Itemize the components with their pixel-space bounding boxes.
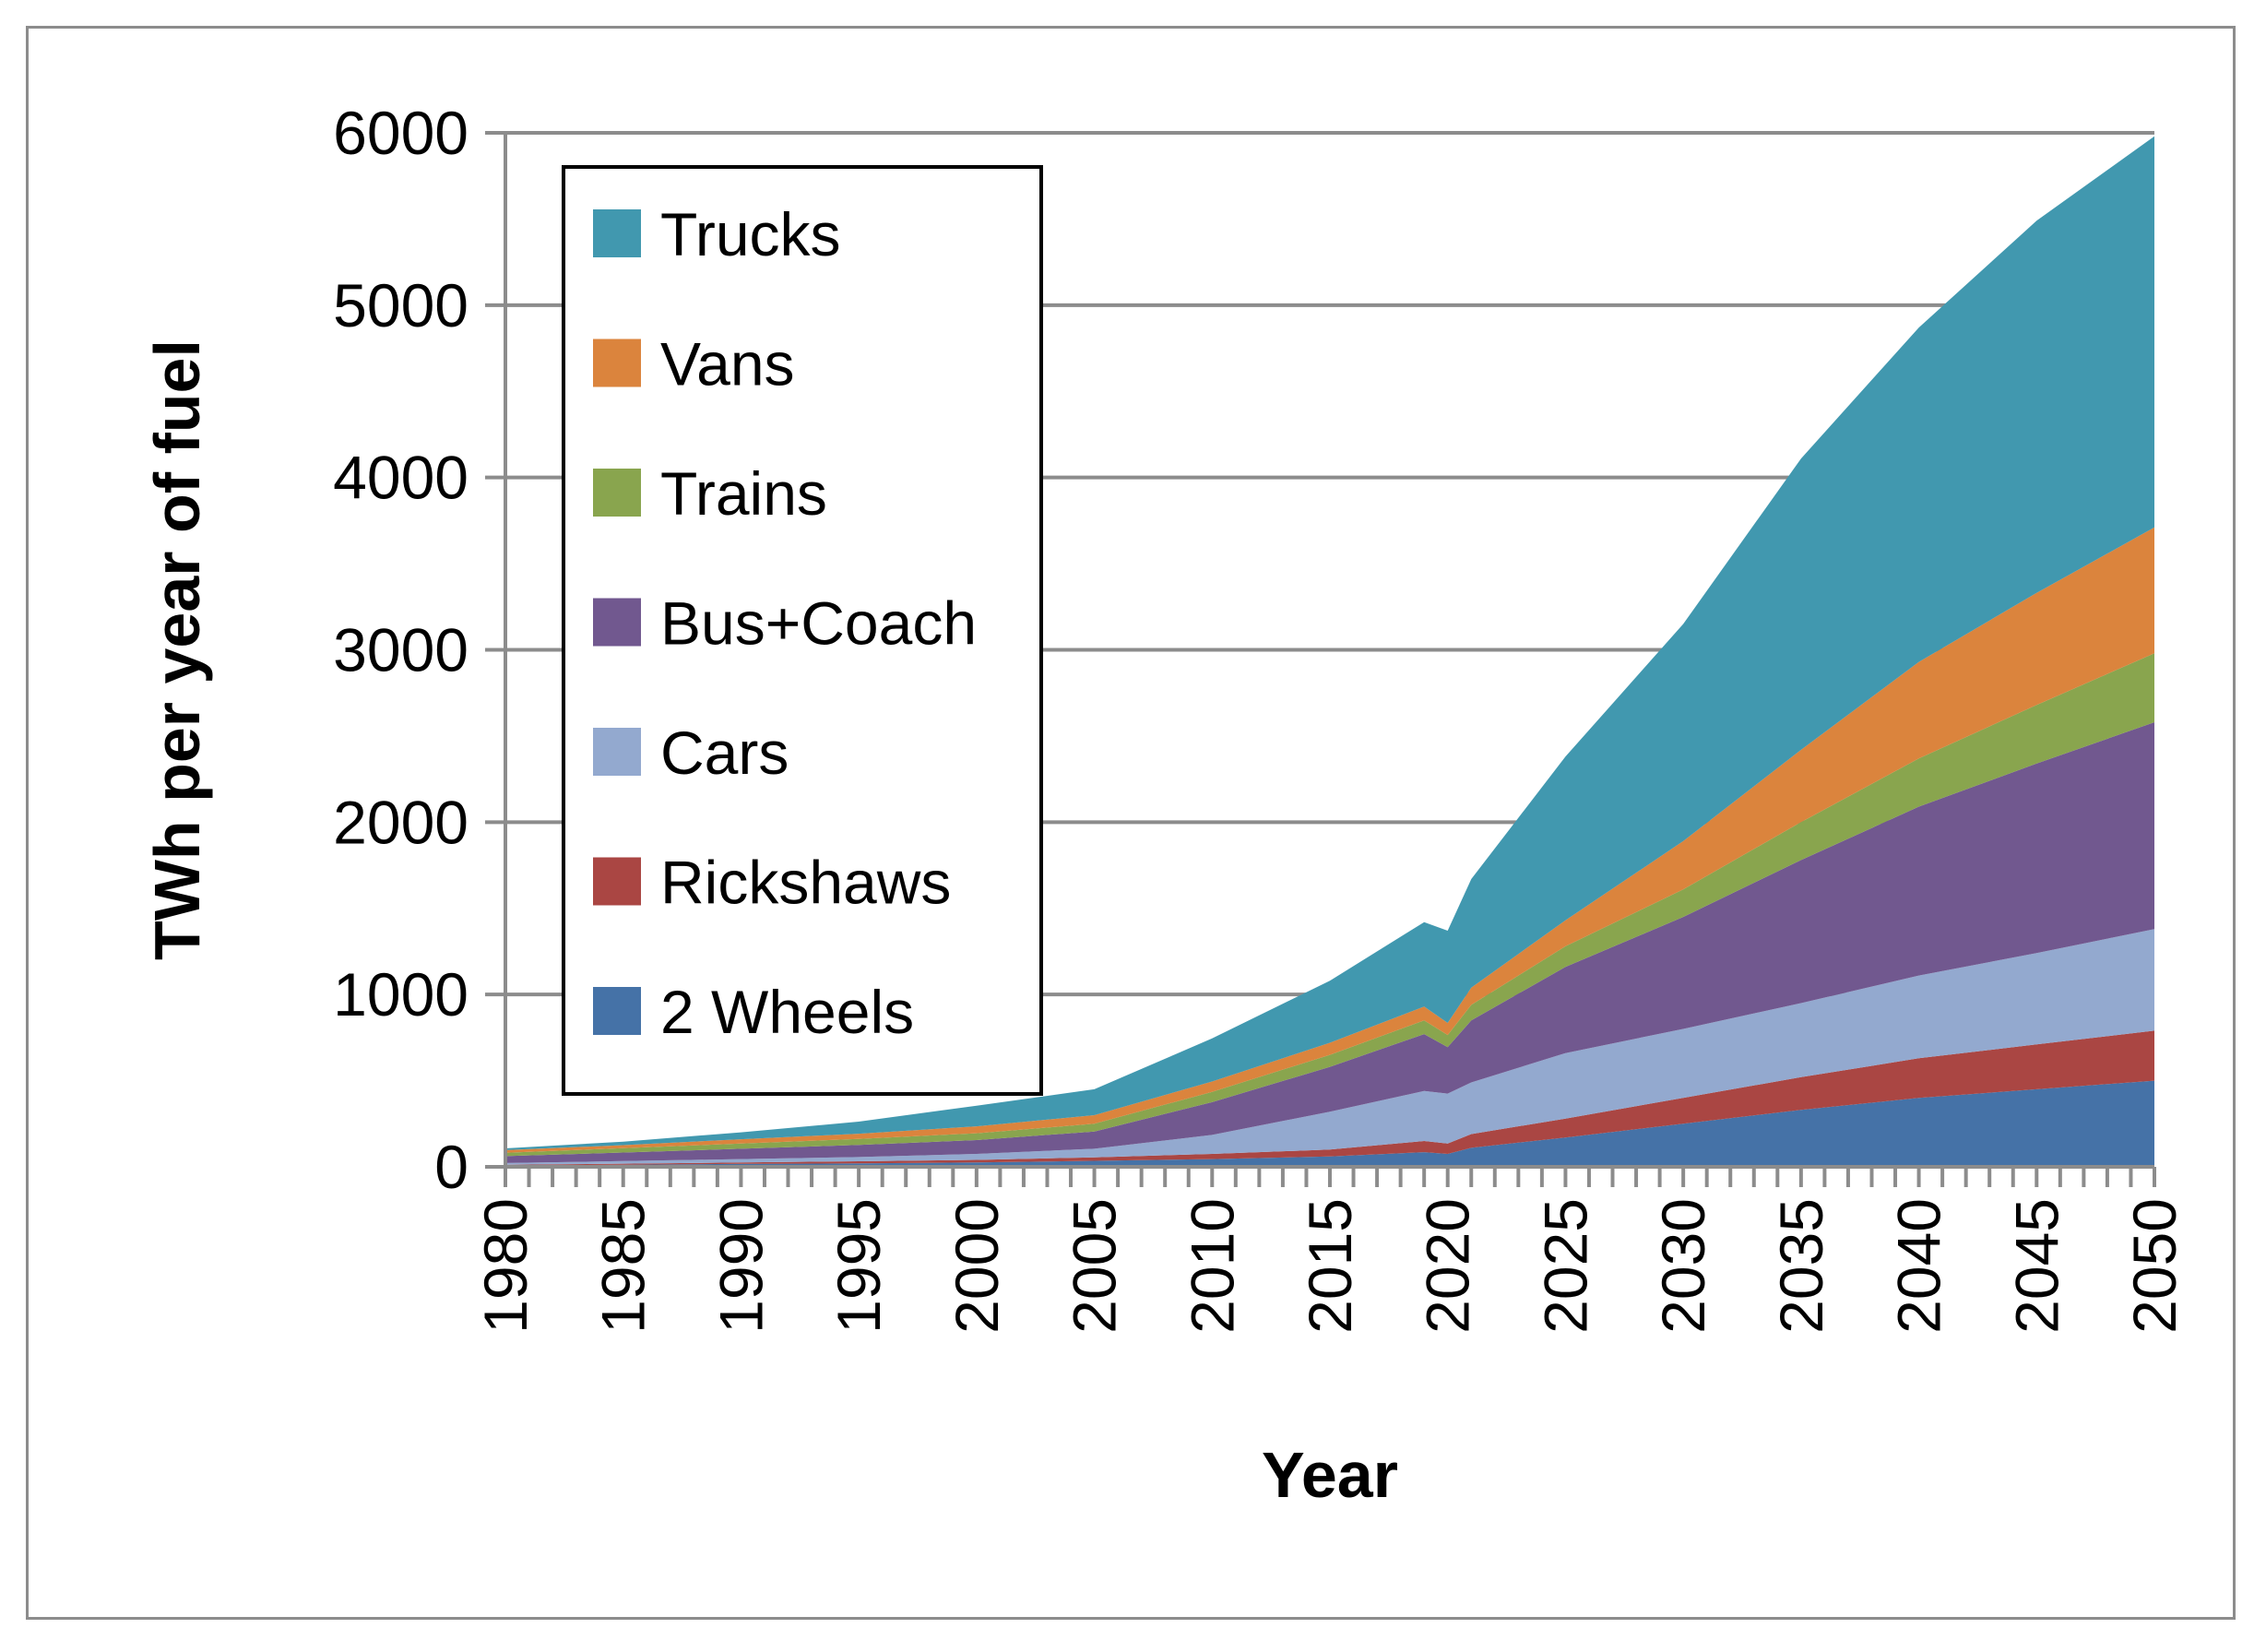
legend-swatch-rickshaws: [593, 857, 641, 906]
x-tick-label: 2030: [1649, 1198, 1717, 1334]
area-trains: [505, 653, 2154, 1157]
y-tick-label: 5000: [333, 271, 469, 339]
y-axis-title: TWh per year of fuel: [141, 339, 213, 960]
legend-box: [562, 165, 1043, 1096]
x-tick-label: 2000: [943, 1198, 1011, 1334]
legend-label-cars: Cars: [660, 719, 789, 787]
y-tick-label: 4000: [333, 444, 469, 512]
x-tick-label: 2020: [1414, 1198, 1482, 1334]
legend-label-rickshaws: Rickshaws: [660, 849, 951, 917]
area-2-wheels: [505, 1080, 2154, 1167]
x-tick-label: 1985: [589, 1198, 658, 1334]
x-tick-label: 1980: [471, 1198, 540, 1334]
x-axis-title: Year: [1262, 1439, 1398, 1511]
area-bus-coach: [505, 722, 2154, 1163]
x-tick-label: 2010: [1178, 1198, 1246, 1334]
x-tick-label: 2025: [1531, 1198, 1599, 1334]
area-series-group: [505, 136, 2154, 1167]
x-tick-label: 2035: [1767, 1198, 1835, 1334]
y-tick-labels: 0 1000 2000 3000 4000 5000 6000: [333, 99, 469, 1201]
legend-swatch-trains: [593, 469, 641, 517]
area-rickshaws: [505, 1030, 2154, 1166]
y-tick-label: 1000: [333, 960, 469, 1028]
area-cars: [505, 929, 2154, 1165]
legend-label-vans: Vans: [660, 330, 795, 398]
legend-label-trucks: Trucks: [660, 200, 841, 268]
y-tick-label: 2000: [333, 788, 469, 856]
y-tick-label: 0: [434, 1133, 469, 1201]
x-tick-label: 1995: [825, 1198, 893, 1334]
y-tick-label: 6000: [333, 99, 469, 167]
legend-swatch-trucks: [593, 209, 641, 257]
legend-swatch-vans: [593, 339, 641, 387]
legend: Trucks Vans Trains Bus+Coach Cars Rickshaws 2 …: [562, 165, 1043, 1096]
y-tick-label: 3000: [333, 616, 469, 684]
legend-label-trains: Trains: [660, 459, 827, 528]
x-tick-label: 2045: [2002, 1198, 2070, 1334]
axes: [485, 131, 2156, 1187]
area-trucks: [505, 136, 2154, 1150]
legend-label-bus-coach: Bus+Coach: [660, 589, 977, 658]
x-tick-label: 1990: [706, 1198, 775, 1334]
legend-swatch-2-wheels: [593, 987, 641, 1035]
x-tick-label: 2015: [1296, 1198, 1364, 1334]
x-tick-label: 2050: [2120, 1198, 2189, 1334]
legend-label-2-wheels: 2 Wheels: [660, 978, 914, 1046]
x-tick-label: 2005: [1061, 1198, 1129, 1334]
x-tick-labels: 1980 1985 1990 1995 2000 2005 2010 2015 2020 2025…: [471, 1198, 2189, 1334]
chart-frame: 0 1000 2000 3000 4000 5000 6000 1980 1985 1990 19…: [26, 26, 2236, 1620]
legend-swatch-bus-coach: [593, 598, 641, 647]
x-tick-label: 2040: [1885, 1198, 1953, 1334]
legend-swatch-cars: [593, 728, 641, 776]
